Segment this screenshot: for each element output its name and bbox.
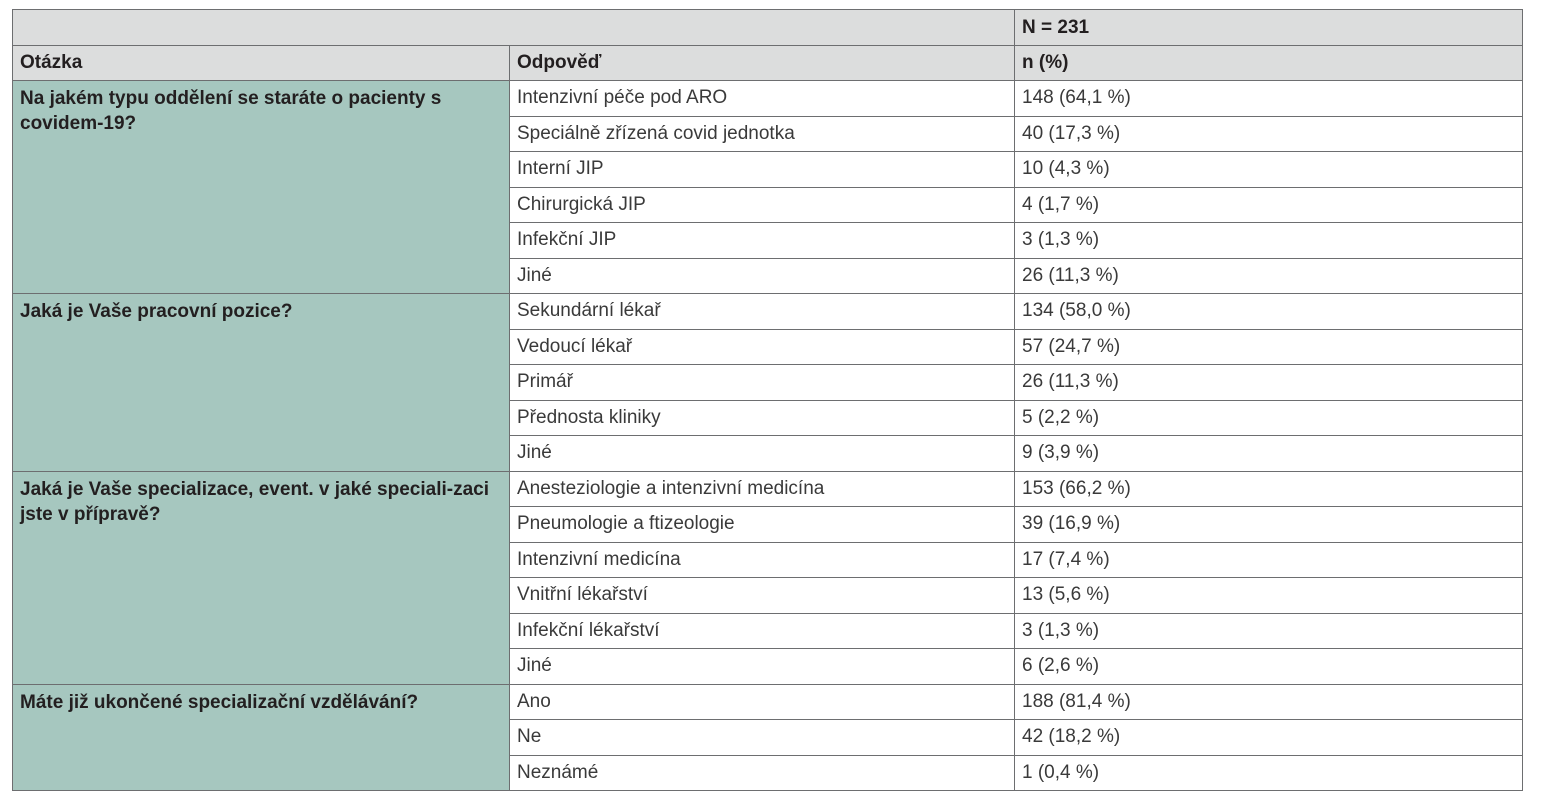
table-row: Intenzivní medicína 17 (7,4 %) [13, 541, 1523, 578]
table-head: N = 231 Otázka Odpověď n (%) [12, 9, 1523, 81]
value-cell: 153 (66,2 %) [1014, 470, 1523, 507]
value-cell: 26 (11,3 %) [1014, 257, 1523, 294]
value-cell: 10 (4,3 %) [1014, 151, 1523, 188]
answer-cell: Vnitřní lékařství [509, 577, 1015, 614]
column-header-question: Otázka [12, 45, 510, 81]
value-cell: 1 (0,4 %) [1014, 754, 1523, 791]
table-row: Přednosta kliniky 5 (2,2 %) [13, 399, 1523, 436]
column-header-answer: Odpověď [509, 45, 1015, 81]
table-row: Pneumologie a ftizeologie 39 (16,9 %) [13, 506, 1523, 543]
table-row: Speciálně zřízená covid jednotka 40 (17,3… [13, 115, 1523, 152]
value-cell: 3 (1,3 %) [1014, 222, 1523, 259]
answer-cell: Chirurgická JIP [509, 186, 1015, 223]
n-total-cell: N = 231 [1014, 9, 1523, 46]
table-row: Na jakém typu oddělení se staráte o paci… [12, 80, 1523, 294]
table-top-row: N = 231 [12, 9, 1523, 46]
answer-cell: Pneumologie a ftizeologie [509, 506, 1015, 543]
table-row: Infekční lékařství 3 (1,3 %) [13, 612, 1523, 649]
value-cell: 26 (11,3 %) [1014, 364, 1523, 401]
answer-cell: Intenzivní medicína [509, 541, 1015, 578]
value-cell: 6 (2,6 %) [1014, 648, 1523, 685]
answer-cell: Intenzivní péče pod ARO [509, 80, 1015, 117]
question-cell: Máte již ukončené specializační vzdělává… [12, 683, 510, 791]
value-cell: 39 (16,9 %) [1014, 506, 1523, 543]
table-row: Jaká je Vaše specializace, event. v jaké… [12, 470, 1523, 685]
answer-cell: Interní JIP [509, 151, 1015, 188]
table-body: Na jakém typu oddělení se staráte o paci… [12, 80, 1523, 791]
answer-cell: Primář [509, 364, 1015, 401]
question-cell: Jaká je Vaše specializace, event. v jaké… [12, 470, 510, 685]
value-cell: 134 (58,0 %) [1014, 293, 1523, 330]
table-row: Vedoucí lékař 57 (24,7 %) [13, 328, 1523, 365]
value-cell: 5 (2,2 %) [1014, 399, 1523, 436]
answer-cell: Jiné [509, 257, 1015, 294]
question-cell: Na jakém typu oddělení se staráte o paci… [12, 80, 510, 294]
value-cell: 13 (5,6 %) [1014, 577, 1523, 614]
table-row: Jiné 26 (11,3 %) [13, 257, 1523, 294]
answer-cell: Anesteziologie a intenzivní medicína [509, 470, 1015, 507]
value-cell: 40 (17,3 %) [1014, 115, 1523, 152]
answer-cell: Přednosta kliniky [509, 399, 1015, 436]
value-cell: 17 (7,4 %) [1014, 541, 1523, 578]
table-row: Infekční JIP 3 (1,3 %) [13, 222, 1523, 259]
value-cell: 42 (18,2 %) [1014, 719, 1523, 756]
table-row: Jaká je Vaše pracovní pozice? Sekundární … [12, 293, 1523, 472]
column-header-row: Otázka Odpověď n (%) [12, 45, 1523, 81]
survey-results-table: N = 231 Otázka Odpověď n (%) Na jakém ty… [12, 9, 1523, 791]
value-cell: 3 (1,3 %) [1014, 612, 1523, 649]
answer-cell: Sekundární lékař [509, 293, 1015, 330]
table-row: Primář 26 (11,3 %) [13, 364, 1523, 401]
answer-cell: Vedoucí lékař [509, 328, 1015, 365]
table-row: Máte již ukončené specializační vzdělává… [12, 683, 1523, 791]
answer-cell: Jiné [509, 648, 1015, 685]
answer-cell: Infekční lékařství [509, 612, 1015, 649]
header-empty-cell [12, 9, 1015, 46]
question-cell: Jaká je Vaše pracovní pozice? [12, 293, 510, 472]
value-cell: 9 (3,9 %) [1014, 435, 1523, 472]
answer-cell: Ano [509, 683, 1015, 720]
value-cell: 4 (1,7 %) [1014, 186, 1523, 223]
answer-cell: Speciálně zřízená covid jednotka [509, 115, 1015, 152]
answer-cell: Ne [509, 719, 1015, 756]
table-row: Ne 42 (18,2 %) [13, 719, 1523, 756]
table-row: Interní JIP 10 (4,3 %) [13, 151, 1523, 188]
answer-cell: Neznámé [509, 754, 1015, 791]
answer-cell: Jiné [509, 435, 1015, 472]
table-row: Neznámé 1 (0,4 %) [13, 754, 1523, 791]
table-row: Jiné 6 (2,6 %) [13, 648, 1523, 685]
value-cell: 57 (24,7 %) [1014, 328, 1523, 365]
value-cell: 148 (64,1 %) [1014, 80, 1523, 117]
table-row: Vnitřní lékařství 13 (5,6 %) [13, 577, 1523, 614]
value-cell: 188 (81,4 %) [1014, 683, 1523, 720]
answer-cell: Infekční JIP [509, 222, 1015, 259]
column-header-value: n (%) [1014, 45, 1523, 81]
table-row: Chirurgická JIP 4 (1,7 %) [13, 186, 1523, 223]
table-row: Jiné 9 (3,9 %) [13, 435, 1523, 472]
